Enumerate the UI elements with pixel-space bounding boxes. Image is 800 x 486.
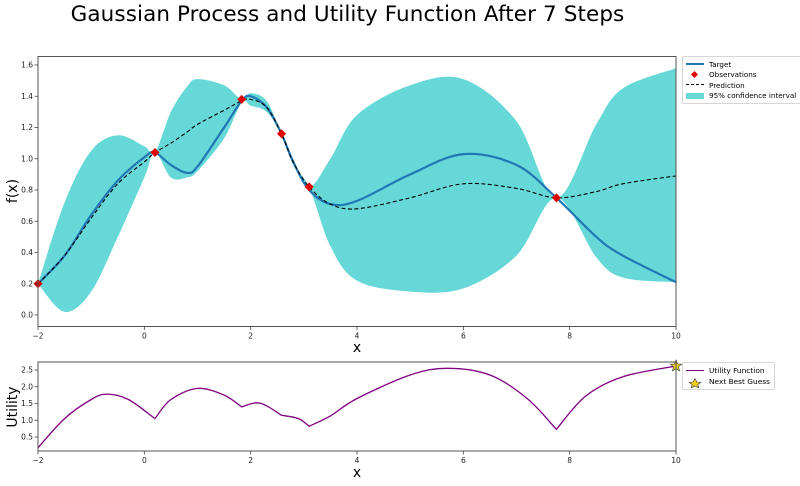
x-tick-label: 10 bbox=[671, 332, 681, 341]
y-tick-label: 0.2 bbox=[21, 279, 33, 288]
y-tick-label: 2.0 bbox=[21, 382, 33, 391]
y-tick-label: 0.6 bbox=[21, 217, 33, 226]
x-tick-label: 0 bbox=[142, 456, 147, 465]
gp-legend: Target Observations Prediction 95% confi… bbox=[682, 56, 800, 104]
y-tick-label: 1.0 bbox=[21, 416, 33, 425]
x-tick-label: −2 bbox=[32, 456, 43, 465]
dashed-line-icon bbox=[686, 81, 704, 89]
y-tick-label: 0.8 bbox=[21, 186, 33, 195]
x-tick-label: 0 bbox=[142, 332, 147, 341]
observation-marker bbox=[304, 182, 314, 192]
x-tick-label: 2 bbox=[248, 456, 253, 465]
y-tick-label: 1.5 bbox=[21, 399, 33, 408]
star-icon bbox=[686, 377, 704, 389]
observation-marker bbox=[237, 94, 247, 104]
utility-line bbox=[37, 365, 677, 449]
legend-item-next-guess: Next Best Guess bbox=[686, 376, 770, 389]
gp-x-label: x bbox=[353, 340, 361, 356]
y-tick-label: 0.5 bbox=[21, 433, 33, 442]
utility-legend: Utility Function Next Best Guess bbox=[682, 362, 775, 390]
legend-label-prediction: Prediction bbox=[709, 80, 745, 90]
legend-label-next-guess: Next Best Guess bbox=[709, 377, 770, 386]
legend-label-target: Target bbox=[709, 59, 732, 69]
x-tick-label: 4 bbox=[355, 332, 360, 341]
legend-label-utility: Utility Function bbox=[709, 366, 765, 375]
target-swatch-icon bbox=[686, 60, 704, 68]
y-tick-label: 1.2 bbox=[21, 123, 33, 132]
x-tick-label: 4 bbox=[355, 456, 360, 465]
y-tick-label: 1.0 bbox=[21, 154, 33, 163]
observation-marker bbox=[276, 129, 287, 139]
x-tick-label: −2 bbox=[32, 332, 43, 341]
legend-item-utility: Utility Function bbox=[686, 365, 770, 376]
legend-item-confidence: 95% confidence interval bbox=[686, 91, 796, 102]
figure-title: Gaussian Process and Utility Function Af… bbox=[70, 2, 625, 27]
legend-item-prediction: Prediction bbox=[686, 80, 796, 91]
legend-label-confidence: 95% confidence interval bbox=[709, 91, 797, 101]
gp-y-ticks: 0.0 0.2 0.4 0.6 0.8 1.0 1.2 1.4 1.6 bbox=[21, 61, 38, 320]
y-tick-label: 1.6 bbox=[21, 61, 33, 70]
legend-item-target: Target bbox=[686, 59, 796, 70]
confidence-swatch-icon bbox=[686, 92, 704, 100]
gp-axes: −2 0 2 4 6 8 10 0.00.20.40.60.81.01.21.41.6 x … bbox=[5, 56, 681, 356]
y-tick-label: 0.4 bbox=[21, 248, 33, 257]
utility-x-ticks: −2 0 2 4 6 8 10 bbox=[32, 451, 681, 465]
utility-swatch-icon bbox=[686, 367, 704, 375]
y-tick-label: 2.5 bbox=[21, 366, 33, 375]
x-tick-label: 10 bbox=[671, 456, 681, 465]
utility-x-label: x bbox=[353, 465, 361, 481]
utility-y-label: Utility bbox=[5, 386, 21, 427]
diamond-marker-icon bbox=[686, 70, 704, 79]
legend-item-observations: Observations bbox=[686, 70, 796, 81]
observation-marker bbox=[150, 147, 160, 158]
gp-y-label: f(x) bbox=[5, 179, 21, 203]
utility-axes: −2 0 2 4 6 8 10 0.5 1.0 1.5 2.0 2.5 x Utility bbox=[5, 359, 683, 481]
target-line bbox=[37, 94, 677, 285]
gp-x-ticks: −2 0 2 4 6 8 10 bbox=[32, 326, 681, 341]
legend-label-observations: Observations bbox=[709, 70, 757, 80]
utility-axes-frame bbox=[37, 361, 677, 452]
x-tick-label: 8 bbox=[567, 332, 572, 341]
utility-y-ticks: 0.5 1.0 1.5 2.0 2.5 bbox=[21, 366, 38, 442]
confidence-interval-band bbox=[38, 68, 676, 313]
prediction-line bbox=[37, 98, 677, 285]
x-tick-label: 6 bbox=[461, 332, 466, 341]
x-tick-label: 2 bbox=[248, 332, 253, 341]
y-tick-label: 1.4 bbox=[21, 92, 33, 101]
y-tick-label: 0.0 bbox=[21, 311, 33, 320]
x-tick-label: 6 bbox=[461, 456, 466, 465]
x-tick-label: 8 bbox=[567, 456, 572, 465]
